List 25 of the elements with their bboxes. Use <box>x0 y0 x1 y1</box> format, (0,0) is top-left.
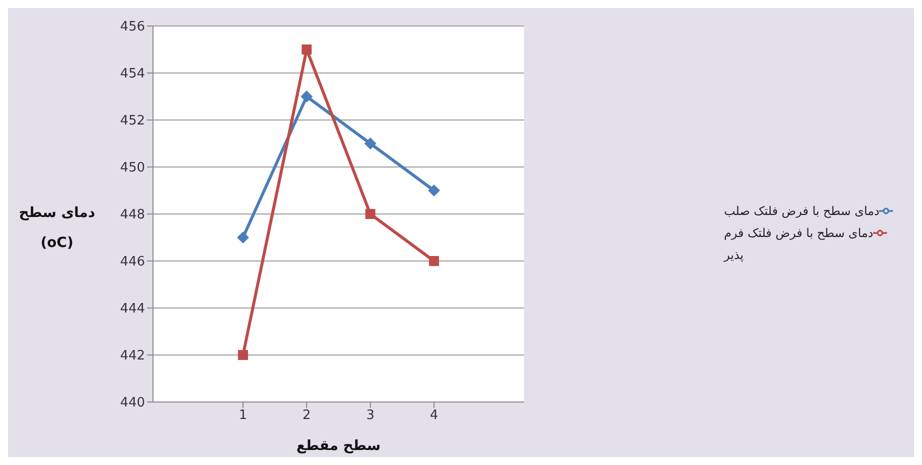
y-tick-label: 456 <box>120 20 145 35</box>
y-tick-label: 448 <box>120 208 145 223</box>
point <box>365 209 376 219</box>
y-axis-title: دمای سطح (oC) <box>18 204 96 253</box>
y-tick-label: 446 <box>120 254 145 270</box>
x-axis-title: سطح مقطع <box>296 438 381 454</box>
point <box>428 184 440 196</box>
y-tick-label: 452 <box>120 114 145 129</box>
point <box>238 350 248 360</box>
legend-label: دمای سطح با فرض فلتک صلب <box>724 204 880 218</box>
point <box>300 90 313 102</box>
point <box>429 256 439 266</box>
x-tick-label: 2 <box>302 408 311 424</box>
y-tick-label: 440 <box>120 396 145 411</box>
x-tick-label: 3 <box>366 408 374 424</box>
point <box>364 138 376 150</box>
y-tick-label: 442 <box>120 348 145 364</box>
point <box>302 44 312 54</box>
y-tick-label: 450 <box>120 160 145 176</box>
x-tick-label: 4 <box>430 408 438 424</box>
x-tick-label: 1 <box>238 408 248 424</box>
y-tick-label: 454 <box>120 66 145 82</box>
point <box>237 232 249 244</box>
y-tick-label: 444 <box>120 302 145 317</box>
legend-label: دمای سطح با فرض فلتک فرم پذیر <box>724 226 874 262</box>
